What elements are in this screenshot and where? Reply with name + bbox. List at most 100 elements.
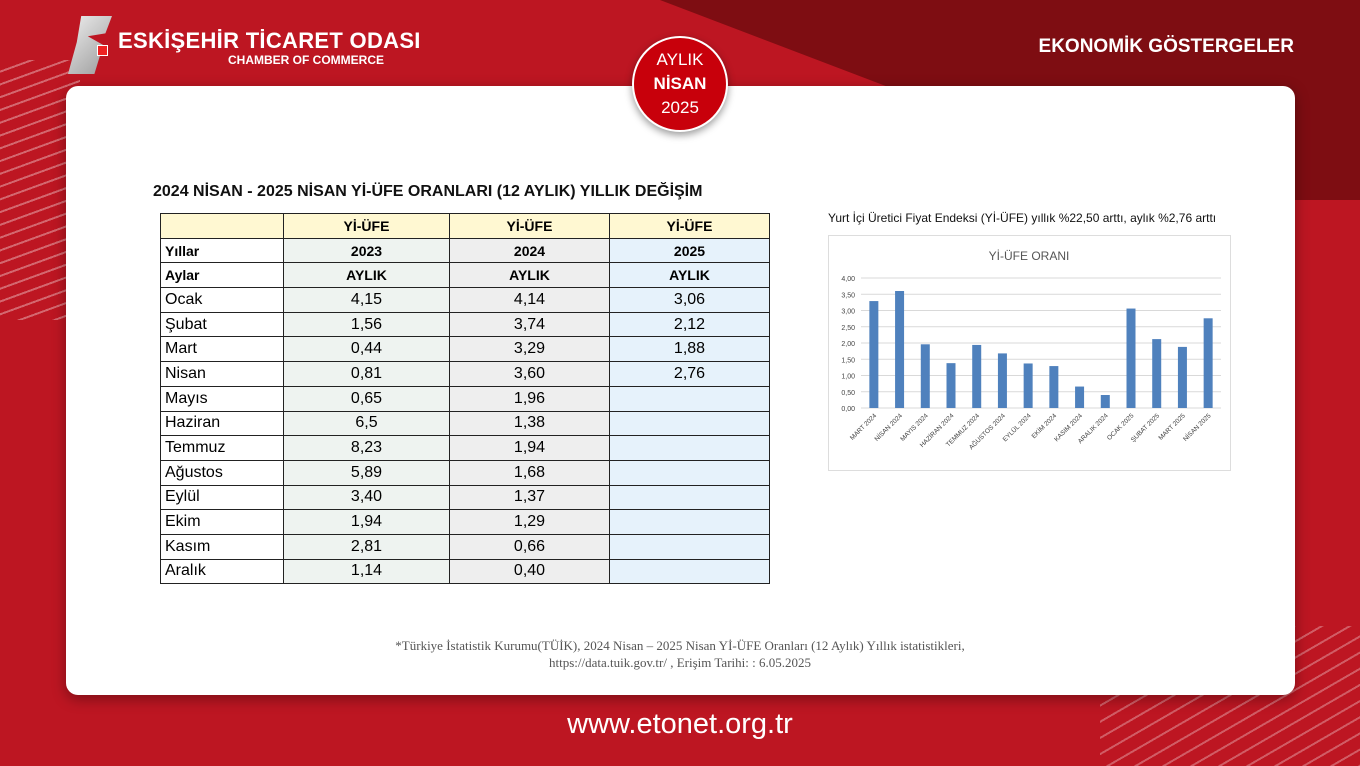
table-cell: Mayıs [160,385,284,412]
table-row: Şubat 1,56 3,74 2,12 [160,311,770,338]
table-cell: 2025 [609,237,770,264]
table-cell: 8,23 [283,435,450,461]
bar [920,344,930,408]
table-cell: Yıllar [160,237,284,264]
table-cell [609,385,770,412]
table-cell: 0,65 [283,385,450,412]
table-cell: Eylül [160,484,284,511]
org-name: ESKİŞEHİR TİCARET ODASI [118,28,421,53]
table-row: Kasım 2,81 0,66 [160,533,770,560]
footnote-line1: *Türkiye İstatistik Kurumu(TÜİK), 2024 N… [395,638,965,653]
bar [1177,346,1187,408]
table-cell: Aralık [160,558,284,585]
table-cell: Şubat [160,311,284,338]
table-cell: Nisan [160,361,284,387]
table-cell [609,459,770,486]
chart-title: Yİ-ÜFE ORANI [989,249,1070,263]
table-cell [609,410,770,437]
table-cell: 1,37 [449,484,610,511]
table-cell: 2,81 [283,533,450,560]
bar [1126,308,1136,408]
chart-svg: Yİ-ÜFE ORANI 0,00 0,50 1,00 1,50 2,00 2,50 3,00… [841,249,1221,451]
bar [1075,386,1085,408]
y-tick-label: 1,50 [841,357,855,364]
bar [997,353,1007,408]
summary-note: Yurt İçi Üretici Fiyat Endeksi (Yİ-ÜFE) … [828,211,1217,225]
bar [1100,395,1110,408]
y-tick-label: 2,00 [841,341,855,348]
table-row: Ocak 4,15 4,14 3,06 [160,287,770,313]
table-cell: 2,12 [609,311,770,338]
y-tick-label: 1,00 [841,374,855,381]
table-cell: 3,29 [449,336,610,363]
website-url[interactable]: www.etonet.org.tr [567,708,793,740]
table-cell: Yİ-ÜFE [609,213,770,239]
page-title: 2024 NİSAN - 2025 NİSAN Yİ-ÜFE ORANLARI … [153,183,703,200]
table-cell: 1,68 [449,459,610,486]
table-row: Aralık 1,14 0,40 [160,558,770,585]
table-row: Haziran 6,5 1,38 [160,410,770,437]
table-cell: 5,89 [283,459,450,486]
table-row: Nisan 0,81 3,60 2,76 [160,361,770,387]
bar-chart: Yİ-ÜFE ORANI 0,00 0,50 1,00 1,50 2,00 2,50 3,00… [828,235,1231,471]
table-cell: Aylar [160,262,284,289]
period-badge: AYLIK NİSAN 2025 [632,36,728,132]
table-cell: AYLIK [449,262,610,289]
table-cell [160,213,284,239]
bar [895,291,905,408]
table-cell: Kasım [160,533,284,560]
table-cell: 1,29 [449,509,610,535]
y-tick-label: 0,00 [841,406,855,413]
bar [946,363,956,408]
table-cell: 2024 [449,237,610,264]
table-cell: Haziran [160,410,284,437]
table-cell [609,435,770,461]
y-tick-label: 3,00 [841,309,855,316]
table-cell: AYLIK [609,262,770,289]
table-cell: 1,14 [283,558,450,585]
table-cell: Yİ-ÜFE [283,213,450,239]
table-cell: Temmuz [160,435,284,461]
bar [1203,318,1213,408]
table-row: Mayıs 0,65 1,96 [160,385,770,412]
table-cell: Mart [160,336,284,363]
bar [1023,363,1033,408]
table-cell: 2023 [283,237,450,264]
table-cell: 4,14 [449,287,610,313]
table-cell: 3,40 [283,484,450,511]
y-tick-label: 3,50 [841,292,855,299]
table-row: Ekim 1,94 1,29 [160,509,770,535]
table-cell: AYLIK [283,262,450,289]
section-title: EKONOMİK GÖSTERGELER [1038,36,1294,57]
table-row: Mart 0,44 3,29 1,88 [160,336,770,363]
table-cell: 3,74 [449,311,610,338]
table-cell: Ocak [160,287,284,313]
data-table: Yİ-ÜFE Yİ-ÜFE Yİ-ÜFE Yıllar 2023 2024 2025 Ayla… [160,213,770,585]
bar [972,344,982,408]
table-row: Eylül 3,40 1,37 [160,484,770,511]
table-cell: 4,15 [283,287,450,313]
table-months-row: Aylar AYLIK AYLIK AYLIK [160,262,770,289]
bar [869,301,879,408]
badge-year: 2025 [661,98,699,117]
table-cell: 1,96 [449,385,610,412]
table-cell: 0,81 [283,361,450,387]
table-cell: 1,94 [449,435,610,461]
badge-month: NİSAN [653,74,707,93]
table-years-row: Yıllar 2023 2024 2025 [160,237,770,264]
table-cell: 2,76 [609,361,770,387]
table-row: Ağustos 5,89 1,68 [160,459,770,486]
x-tick-label: EYLÜL 2024 [1001,411,1033,443]
badge-line1: AYLIK [656,50,704,69]
table-cell: 1,88 [609,336,770,363]
table-cell: 1,56 [283,311,450,338]
table-cell [609,558,770,585]
table-cell: 1,94 [283,509,450,535]
footnote-line2: https://data.tuik.gov.tr/ , Erişim Tarih… [549,655,811,670]
table-row: Temmuz 8,23 1,94 [160,435,770,461]
table-cell: Yİ-ÜFE [449,213,610,239]
table-header-row: Yİ-ÜFE Yİ-ÜFE Yİ-ÜFE [160,213,770,239]
table-cell: 0,66 [449,533,610,560]
bar [1152,339,1162,408]
table-cell: 0,40 [449,558,610,585]
